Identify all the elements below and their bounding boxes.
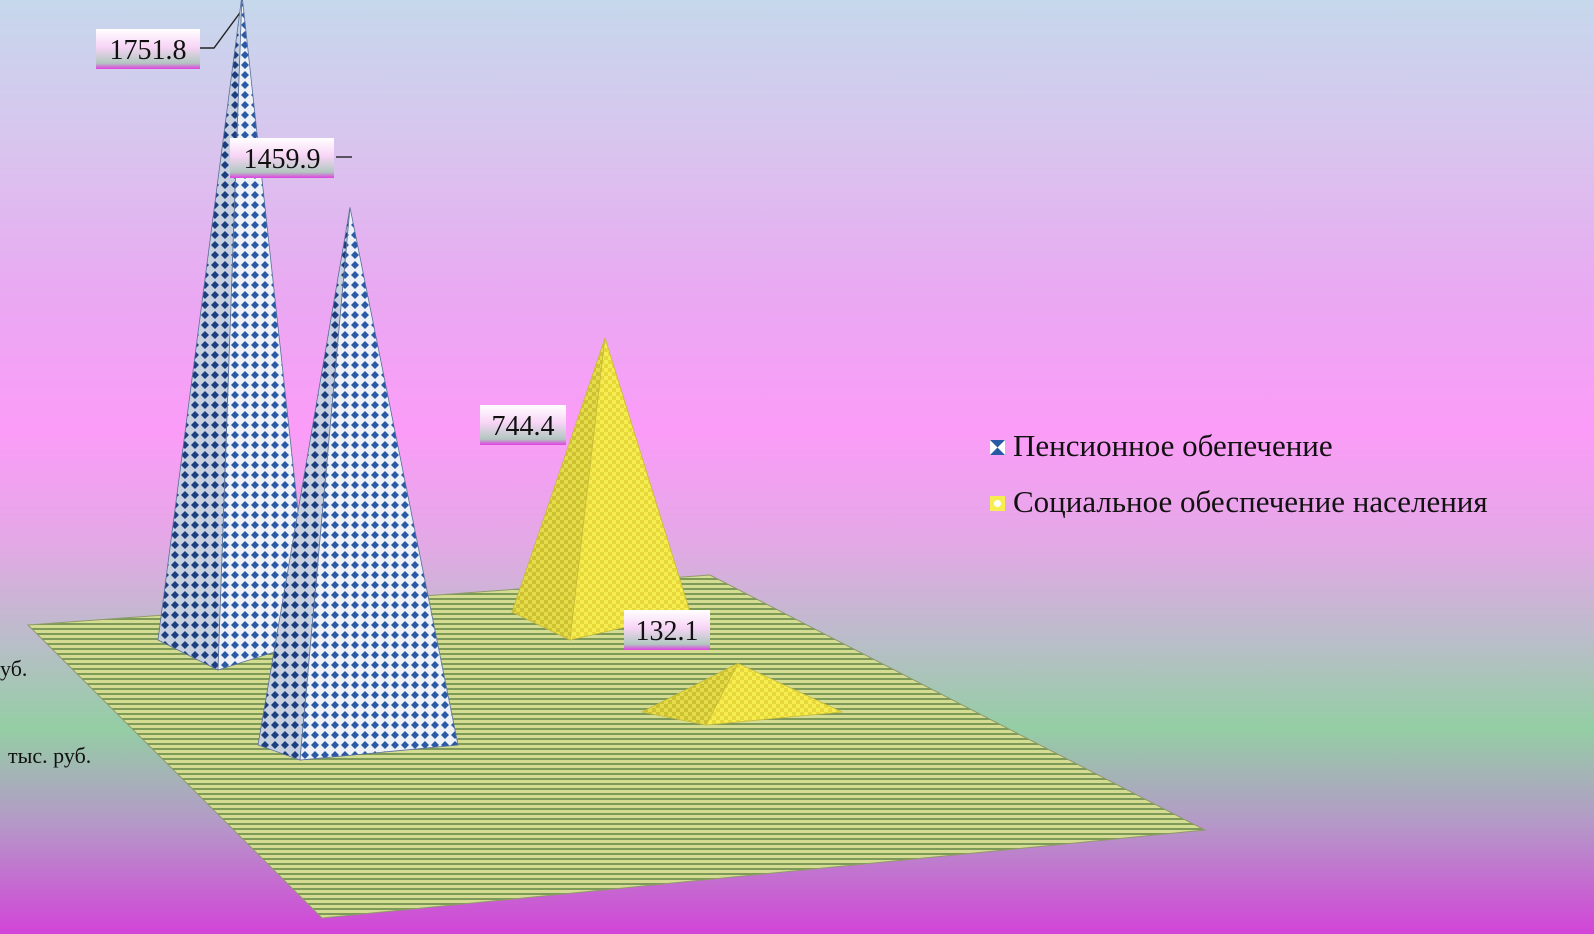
category-label-1: тыс. руб. <box>8 743 92 768</box>
legend-swatch-blue <box>990 439 1005 455</box>
data-label-text: 1459.9 <box>244 144 321 175</box>
pyramid-bar-s1-c0 <box>511 337 691 641</box>
legend-label-social: Социальное обеспечение населения <box>1013 484 1488 519</box>
category-label-0: уб. <box>0 656 28 681</box>
data-label-box <box>96 29 200 69</box>
pyramid-bar-s1-c1 <box>640 662 844 726</box>
data-label-0: 1751.8 <box>96 29 200 69</box>
legend-item-pension: Пенсионное обепечение <box>990 418 1488 474</box>
legend-label-pension: Пенсионное обепечение <box>1013 428 1333 463</box>
data-label-box <box>480 405 566 445</box>
data-label-text: 132.1 <box>636 616 699 647</box>
data-label-text: 744.4 <box>492 411 555 442</box>
legend-swatch-yellow <box>990 495 1005 511</box>
pyramid-face-right <box>569 337 691 641</box>
data-label-3: 132.1 <box>624 610 710 650</box>
leader-line-1751 <box>200 9 243 49</box>
data-label-text: 1751.8 <box>110 35 187 66</box>
leader-lines <box>200 9 352 158</box>
data-label-1: 1459.9 <box>230 138 334 178</box>
pyramid-bar-s0-c1 <box>257 207 459 761</box>
pyramid-face-right <box>299 207 459 761</box>
data-label-2: 744.4 <box>480 405 566 445</box>
chart-legend: Пенсионное обепечение Социальное обеспеч… <box>990 418 1488 530</box>
legend-item-social: Социальное обеспечение населения <box>990 474 1488 530</box>
data-label-box <box>230 138 334 178</box>
pyramid-face-right <box>705 662 844 726</box>
data-label-box <box>624 610 710 650</box>
